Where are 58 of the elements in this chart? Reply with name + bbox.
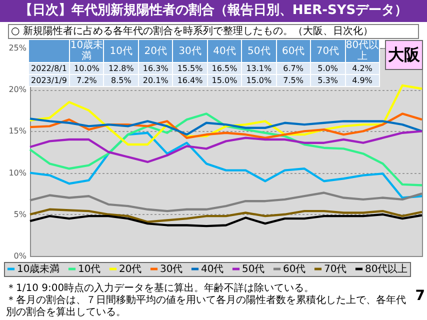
- annotation: 8.5%: [104, 74, 138, 86]
- legend-label: 10歳未満: [17, 263, 60, 275]
- line-series: [28, 130, 424, 164]
- annotation: 5.3%: [310, 74, 345, 86]
- annotation: 16.4%: [172, 74, 208, 86]
- annotation: 16.3%: [138, 62, 173, 74]
- legend-label: 80代以上: [365, 263, 408, 275]
- text: 30代: [178, 46, 202, 56]
- legend-label: 10代: [78, 264, 101, 275]
- annotation: 7.2%: [70, 74, 104, 86]
- y-tick-label: 5%: [14, 210, 27, 219]
- text: 40代: [213, 46, 236, 56]
- annotation: 4.2%: [345, 62, 380, 74]
- y-tick-label: 10%: [8, 168, 27, 178]
- line-series: [28, 132, 424, 199]
- annotation: 15.0%: [207, 74, 242, 86]
- annotation: 10.0%: [70, 62, 104, 74]
- y-tick-label: 20%: [8, 85, 27, 94]
- annotation: 5.0%: [310, 62, 345, 74]
- legend-label: 30代: [160, 264, 183, 275]
- line-series: [28, 84, 424, 146]
- annotation: 6.7%: [276, 62, 311, 74]
- annotation: 7.5%: [276, 74, 311, 86]
- legend-label: 20代: [119, 264, 142, 275]
- y-tick-label: 15%: [8, 126, 27, 136]
- annotation: 大阪: [385, 40, 423, 70]
- line-series: [28, 118, 424, 136]
- text: 7: [415, 288, 425, 304]
- chart-subtitle: ○ 新規陽性者に占める各年代の割合を時系列で整理したもの。（大阪、日次化）: [8, 24, 419, 39]
- text: 10歳未満: [70, 40, 104, 62]
- legend-label: 40代: [201, 264, 224, 275]
- y-tick-label: 25%: [8, 44, 27, 52]
- line-series: [28, 213, 424, 228]
- text: 70代: [316, 46, 340, 56]
- legend-label: 70代: [324, 264, 347, 275]
- line-series: [28, 208, 424, 223]
- annotation: 15.0%: [242, 74, 276, 86]
- line-series: [28, 112, 424, 186]
- text: 60代: [282, 46, 305, 56]
- annotation: 4.9%: [345, 74, 380, 86]
- text: 10代: [110, 46, 133, 56]
- annotation: 2023/1/9: [28, 74, 70, 86]
- text: 20代: [144, 46, 167, 56]
- text: ＊各月の割合は、７日間移動平均の値を用いて各月の陽性者数を累積化した上で、各年代別の割合を算出している。: [6, 295, 407, 319]
- annotation: 16.5%: [207, 62, 242, 74]
- y-tick-label: 0%: [14, 252, 27, 260]
- annotation: 13.1%: [242, 62, 276, 74]
- annotation: 12.8%: [104, 62, 138, 74]
- legend-label: 50代: [242, 264, 265, 275]
- annotation: 15.5%: [172, 62, 208, 74]
- annotation: 20.1%: [138, 74, 173, 86]
- chart-title: 【日次】年代別新規陽性者の割合（報告日別、HER-SYSデータ）: [0, 0, 427, 22]
- text: ＊1/10 9:00時点の入力データを基に算出。年齢不詳は除いている。: [6, 283, 316, 294]
- text: 80代以上: [346, 40, 379, 62]
- legend-label: 60代: [283, 264, 306, 275]
- text: 50代: [248, 46, 270, 56]
- annotation: 2022/8/1: [28, 62, 70, 74]
- line-series: [28, 112, 424, 139]
